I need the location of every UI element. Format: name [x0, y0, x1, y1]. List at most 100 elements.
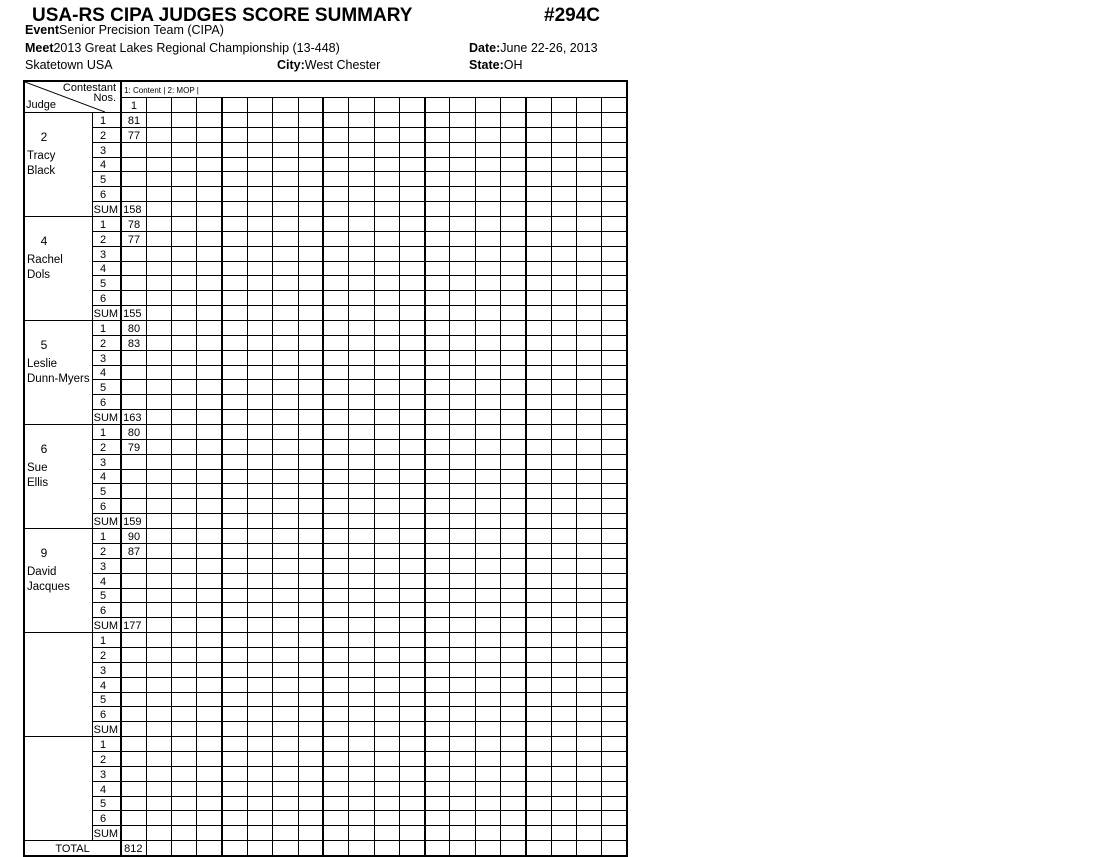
score-cell — [575, 186, 603, 203]
score-cell — [575, 646, 603, 663]
score-cell — [272, 320, 299, 336]
score-cell — [373, 750, 400, 767]
score-cell — [423, 795, 451, 812]
score-cell — [196, 186, 223, 203]
total-cell — [398, 840, 426, 857]
score-cell — [575, 453, 603, 470]
score-cell — [272, 260, 299, 277]
score-cell — [297, 646, 324, 663]
row-label: 1 — [91, 736, 122, 752]
score-cell — [272, 349, 299, 366]
score-cell — [145, 661, 173, 678]
score-cell — [474, 587, 502, 604]
score-cell — [272, 721, 299, 738]
score-cell — [247, 528, 274, 544]
score-cell — [373, 468, 400, 485]
score-cell — [272, 602, 299, 619]
score-cell — [449, 691, 476, 708]
score-cell — [272, 632, 299, 648]
score-cell: 81 — [120, 112, 147, 128]
score-cell — [474, 334, 502, 351]
score-cell — [474, 260, 502, 277]
score-cell — [474, 245, 502, 262]
score-cell — [550, 438, 577, 455]
score-cell — [601, 617, 628, 634]
score-cell — [221, 706, 249, 723]
score-cell — [500, 528, 527, 544]
score-cell — [601, 646, 628, 663]
score-cell — [550, 498, 577, 515]
score-cell — [373, 602, 400, 619]
score-cell — [297, 706, 324, 723]
score-cell — [373, 275, 400, 292]
score-cell — [145, 617, 173, 634]
score-cell — [322, 230, 350, 247]
score-cell — [322, 661, 350, 678]
score-cell — [474, 691, 502, 708]
score-cell — [322, 290, 350, 307]
score-cell — [524, 750, 552, 767]
sum-row: SUM 158 — [24, 201, 628, 218]
score-cell — [247, 468, 274, 485]
score-cell — [601, 542, 628, 559]
score-cell — [373, 141, 400, 158]
score-cell — [373, 334, 400, 351]
score-cell — [524, 498, 552, 515]
score-cell — [550, 602, 577, 619]
score-cell — [145, 453, 173, 470]
score-cell — [575, 320, 603, 336]
score-cell — [145, 201, 173, 218]
score-cell — [500, 126, 527, 143]
score-cell — [423, 141, 451, 158]
score-cell — [247, 706, 274, 723]
score-cell — [398, 795, 426, 812]
score-cell: 80 — [120, 424, 147, 440]
judge-cell: 5 Leslie Dunn-Myers — [23, 320, 93, 426]
score-cell — [524, 230, 552, 247]
score-cell — [423, 305, 451, 322]
score-cell — [423, 112, 451, 128]
score-cell — [247, 646, 274, 663]
score-cell — [247, 394, 274, 411]
score-cell — [221, 409, 249, 426]
sum-row: SUM 155 — [24, 305, 628, 322]
score-cell — [348, 528, 375, 544]
score-cell — [601, 216, 628, 232]
row-label: 4 — [91, 572, 122, 589]
score-cell — [145, 765, 173, 782]
score-cell — [322, 275, 350, 292]
score-cell — [196, 394, 223, 411]
score-cell — [575, 587, 603, 604]
score-cell — [524, 245, 552, 262]
score-cell — [297, 528, 324, 544]
score-cell — [601, 141, 628, 158]
score-cell — [500, 691, 527, 708]
score-cell: 155 — [120, 305, 147, 322]
score-cell — [348, 542, 375, 559]
score-cell — [423, 825, 451, 842]
score-cell — [373, 171, 400, 188]
score-cell — [500, 290, 527, 307]
contestant-number — [297, 96, 324, 114]
score-cell — [398, 617, 426, 634]
score-cell — [474, 171, 502, 188]
score-cell — [196, 617, 223, 634]
score-cell — [398, 126, 426, 143]
score-cell — [221, 765, 249, 782]
score-cell — [145, 349, 173, 366]
row-label: 1 — [91, 320, 122, 336]
score-cell — [398, 736, 426, 752]
score-cell — [601, 409, 628, 426]
score-cell — [398, 750, 426, 767]
score-cell — [500, 750, 527, 767]
score-cell — [247, 750, 274, 767]
score-cell — [423, 542, 451, 559]
score-cell — [297, 736, 324, 752]
score-cell — [297, 409, 324, 426]
score-cell — [474, 825, 502, 842]
event-label: Event — [25, 23, 60, 37]
score-cell — [524, 394, 552, 411]
score-cell — [171, 498, 198, 515]
score-cell — [297, 661, 324, 678]
score-cell — [145, 275, 173, 292]
